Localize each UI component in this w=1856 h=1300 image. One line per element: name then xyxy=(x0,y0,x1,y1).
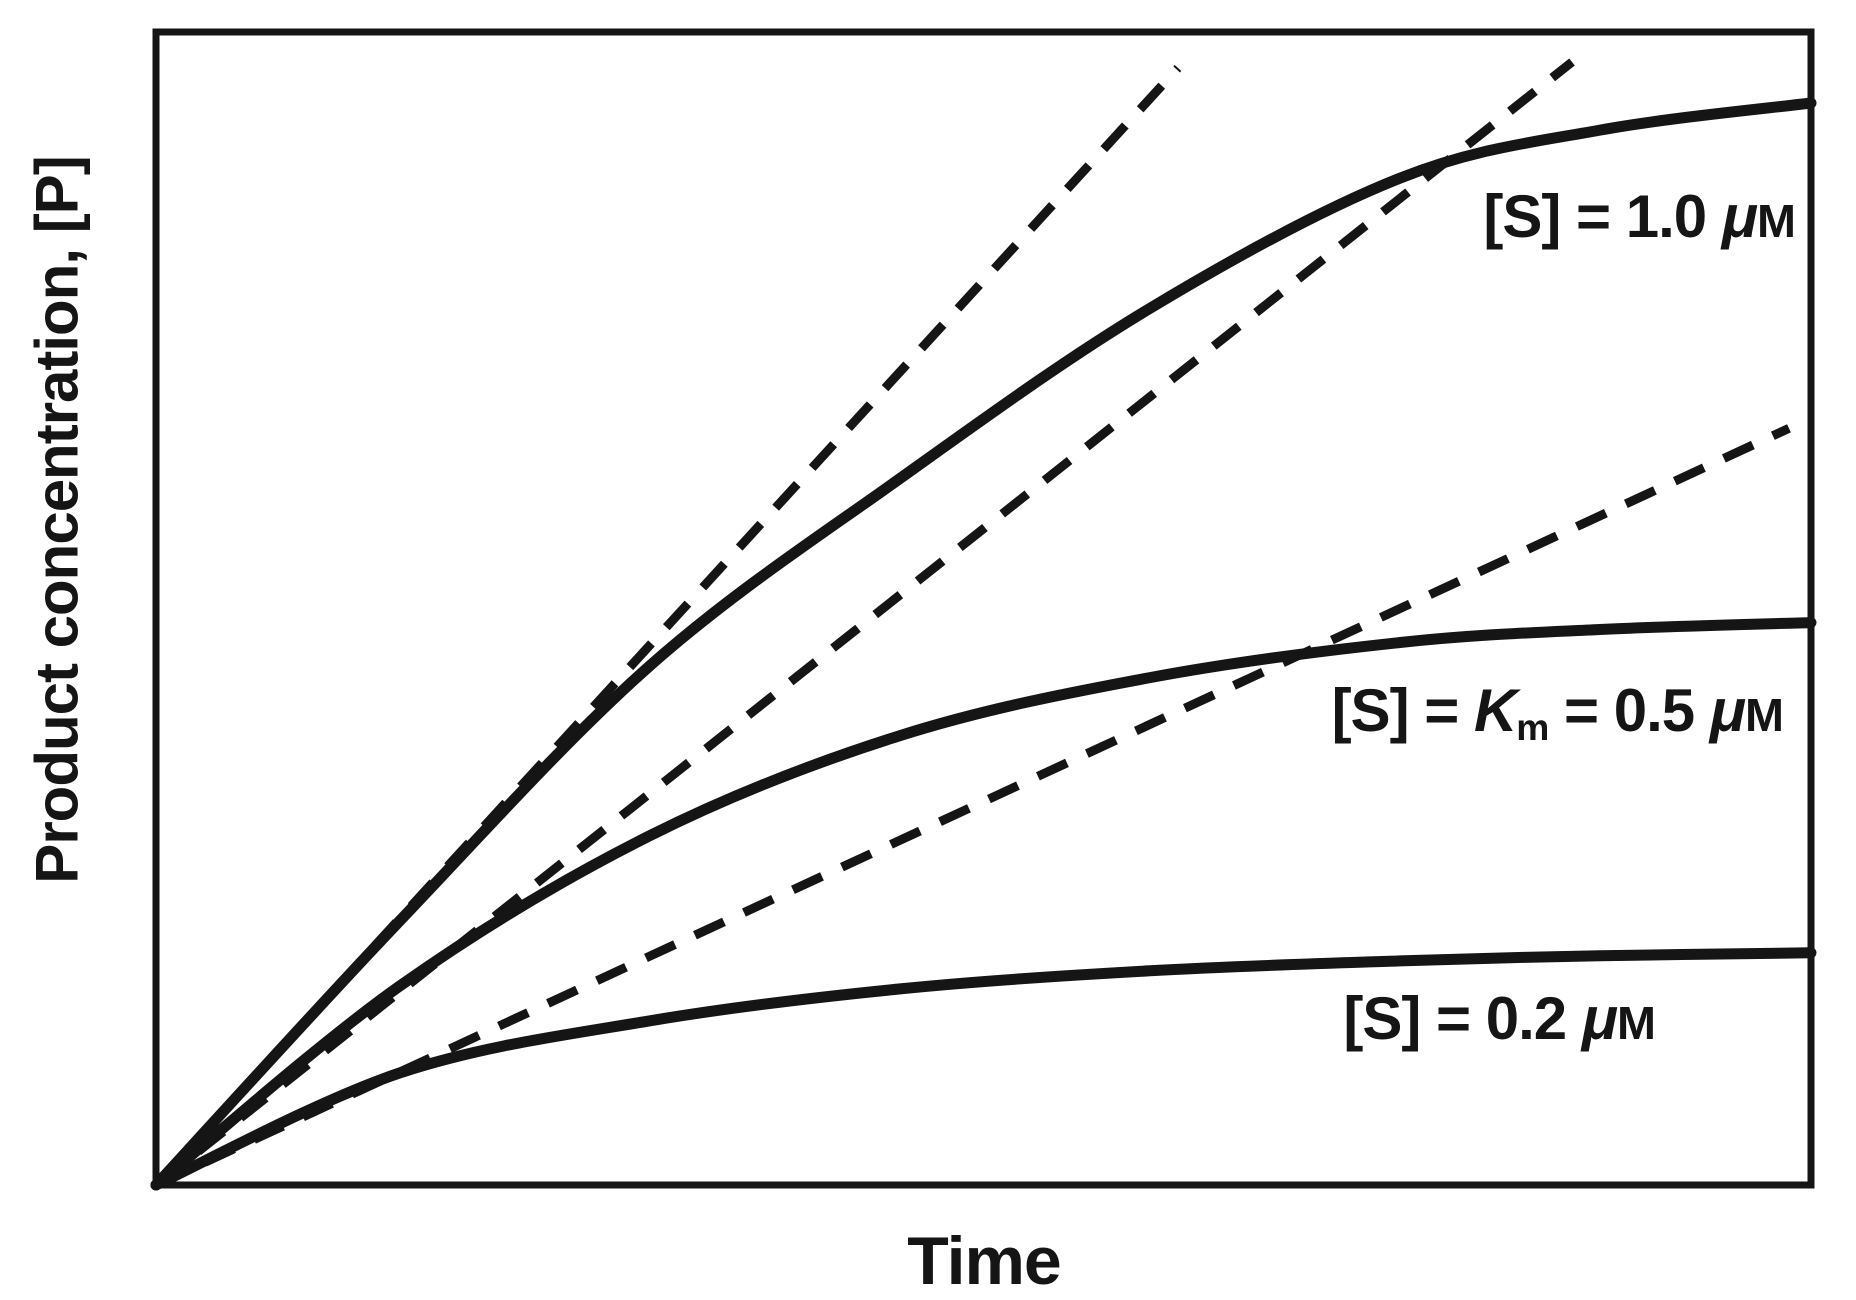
series-label-s-1.0: [S] = 1.0 μM xyxy=(1483,182,1796,251)
series-label-part: μ xyxy=(1709,677,1746,744)
series-label-part: m xyxy=(1516,705,1549,748)
progress-curve-s-0.5 xyxy=(150,617,1817,1191)
progress-curve-s-0.2 xyxy=(150,947,1817,1191)
series-label-part: [S] = xyxy=(1331,677,1474,744)
series-label-part: M xyxy=(1617,997,1656,1049)
progress-curve-s-1.0 xyxy=(150,97,1817,1191)
plot-frame xyxy=(152,28,1815,1189)
series-label-part: = 0.5 xyxy=(1548,677,1710,744)
series-label-s-0.5: [S] = Km = 0.5 μM xyxy=(1331,676,1784,749)
series-label-part: [S] = 1.0 xyxy=(1483,183,1722,250)
initial-velocity-tangent-1 xyxy=(152,64,1182,1189)
series-label-part: [S] = 0.2 xyxy=(1343,985,1582,1052)
series-label-part: M xyxy=(1757,195,1796,247)
series-label-part: μ xyxy=(1721,183,1758,250)
series-label-part: M xyxy=(1745,689,1784,741)
series-label-part: K xyxy=(1473,677,1517,744)
series-label-s-0.2: [S] = 0.2 μM xyxy=(1343,984,1656,1053)
y-axis-label: Product concentration, [P] xyxy=(23,156,91,884)
series-label-part: μ xyxy=(1581,985,1618,1052)
x-axis-label: Time xyxy=(907,1223,1061,1299)
